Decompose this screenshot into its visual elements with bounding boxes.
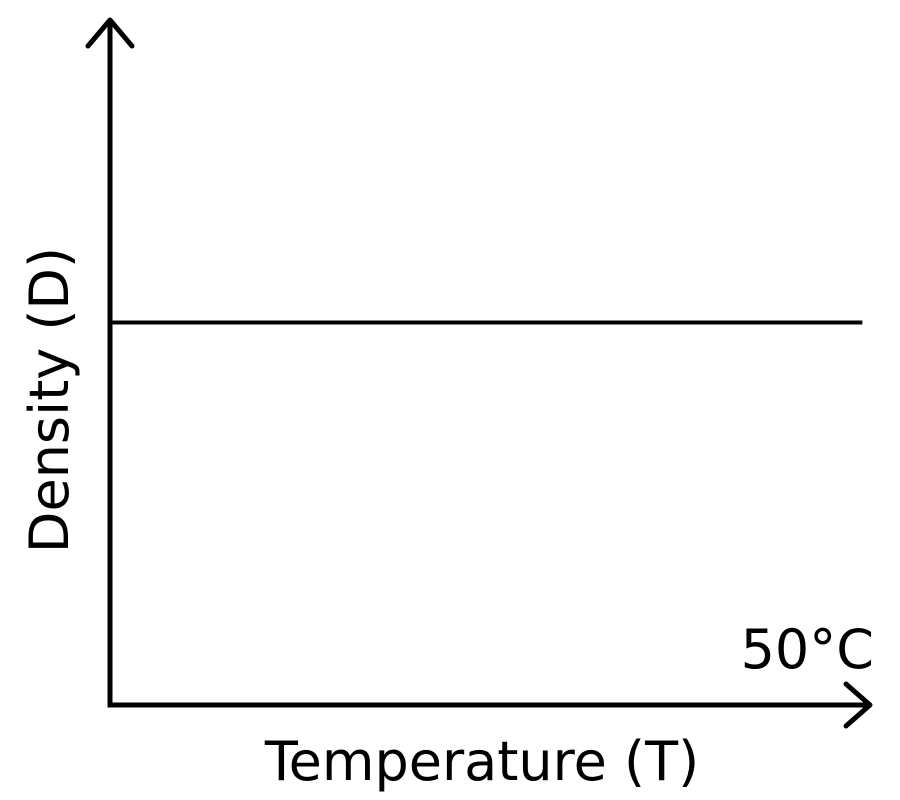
y-axis-arrow (85, 17, 135, 49)
temperature-annotation: 50°C (741, 618, 874, 681)
y-axis-label: Density (D) (18, 247, 81, 553)
x-axis-arrow (843, 681, 873, 729)
x-axis-label: Temperature (T) (264, 730, 699, 793)
